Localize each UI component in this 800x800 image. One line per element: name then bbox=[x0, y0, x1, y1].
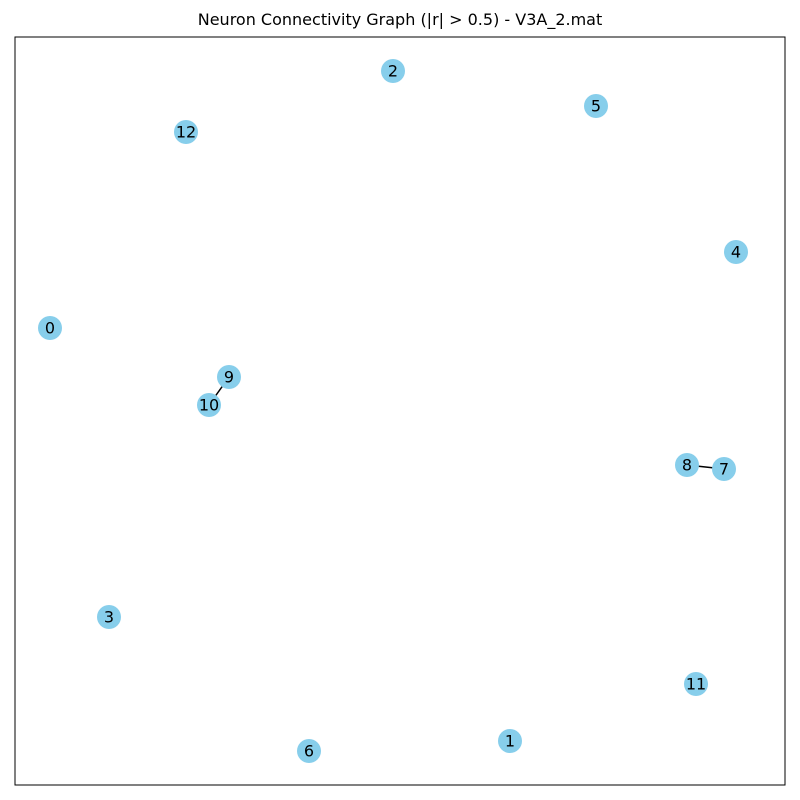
node-circle bbox=[38, 316, 62, 340]
node-6: 6 bbox=[297, 739, 321, 763]
node-label: 12 bbox=[176, 123, 196, 142]
chart-title: Neuron Connectivity Graph (|r| > 0.5) - … bbox=[197, 10, 603, 29]
node-circle bbox=[712, 457, 736, 481]
node-label: 0 bbox=[45, 319, 55, 338]
node-label: 11 bbox=[686, 675, 706, 694]
node-circle bbox=[174, 120, 198, 144]
node-circle bbox=[675, 453, 699, 477]
node-label: 10 bbox=[199, 396, 219, 415]
node-circle bbox=[381, 59, 405, 83]
node-4: 4 bbox=[724, 240, 748, 264]
node-circle bbox=[197, 393, 221, 417]
node-5: 5 bbox=[584, 94, 608, 118]
node-circle bbox=[297, 739, 321, 763]
node-circle bbox=[684, 672, 708, 696]
node-8: 8 bbox=[675, 453, 699, 477]
node-circle bbox=[498, 729, 522, 753]
node-circle bbox=[97, 605, 121, 629]
plot-frame bbox=[14, 36, 786, 786]
node-label: 5 bbox=[591, 97, 601, 116]
node-label: 6 bbox=[304, 742, 314, 761]
node-circle bbox=[724, 240, 748, 264]
node-10: 10 bbox=[197, 393, 221, 417]
node-circle bbox=[584, 94, 608, 118]
node-label: 4 bbox=[731, 243, 741, 262]
node-label: 3 bbox=[104, 608, 114, 627]
node-0: 0 bbox=[38, 316, 62, 340]
node-11: 11 bbox=[684, 672, 708, 696]
node-circle bbox=[217, 365, 241, 389]
node-9: 9 bbox=[217, 365, 241, 389]
node-label: 2 bbox=[388, 62, 398, 81]
node-3: 3 bbox=[97, 605, 121, 629]
node-label: 8 bbox=[682, 456, 692, 475]
node-1: 1 bbox=[498, 729, 522, 753]
node-12: 12 bbox=[174, 120, 198, 144]
node-label: 1 bbox=[505, 732, 515, 751]
edges-layer bbox=[208, 376, 725, 470]
node-2: 2 bbox=[381, 59, 405, 83]
node-label: 7 bbox=[719, 460, 729, 479]
node-7: 7 bbox=[712, 457, 736, 481]
node-label: 9 bbox=[224, 368, 234, 387]
